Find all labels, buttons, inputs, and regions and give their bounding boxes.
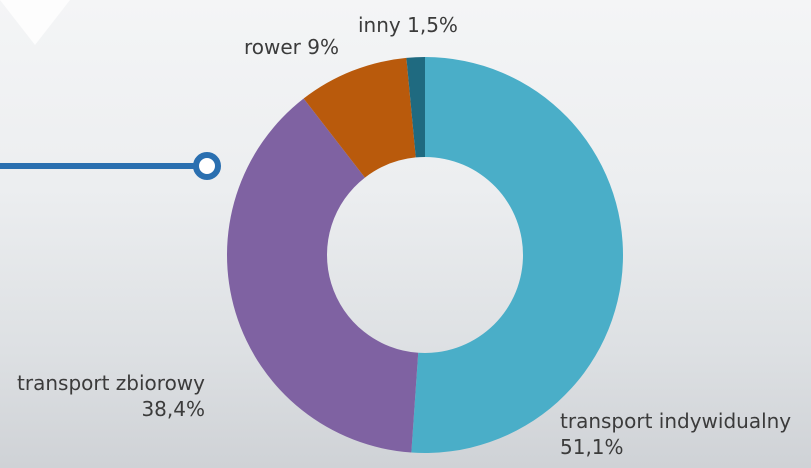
slice — [411, 57, 624, 453]
slice-label: transport indywidualny 51,1% — [560, 408, 810, 460]
value-label: 9% — [307, 35, 339, 59]
slice-label: rower 9% — [244, 34, 339, 60]
category: rower — [244, 35, 301, 59]
slice — [227, 98, 419, 453]
value-label: 51,1% — [560, 435, 624, 459]
slice — [406, 57, 425, 158]
decor-triangle — [0, 0, 70, 45]
category: transport zbiorowy — [17, 371, 205, 395]
value-label: 1,5% — [407, 13, 458, 37]
category: transport indywidualny — [560, 409, 792, 433]
category: inny — [358, 13, 401, 37]
decor-circle — [193, 152, 221, 180]
slice-label: transport zbiorowy 38,4% — [5, 370, 205, 422]
slice — [303, 57, 416, 178]
value-label: 38,4% — [141, 397, 205, 421]
slice-label: inny 1,5% — [358, 12, 458, 38]
